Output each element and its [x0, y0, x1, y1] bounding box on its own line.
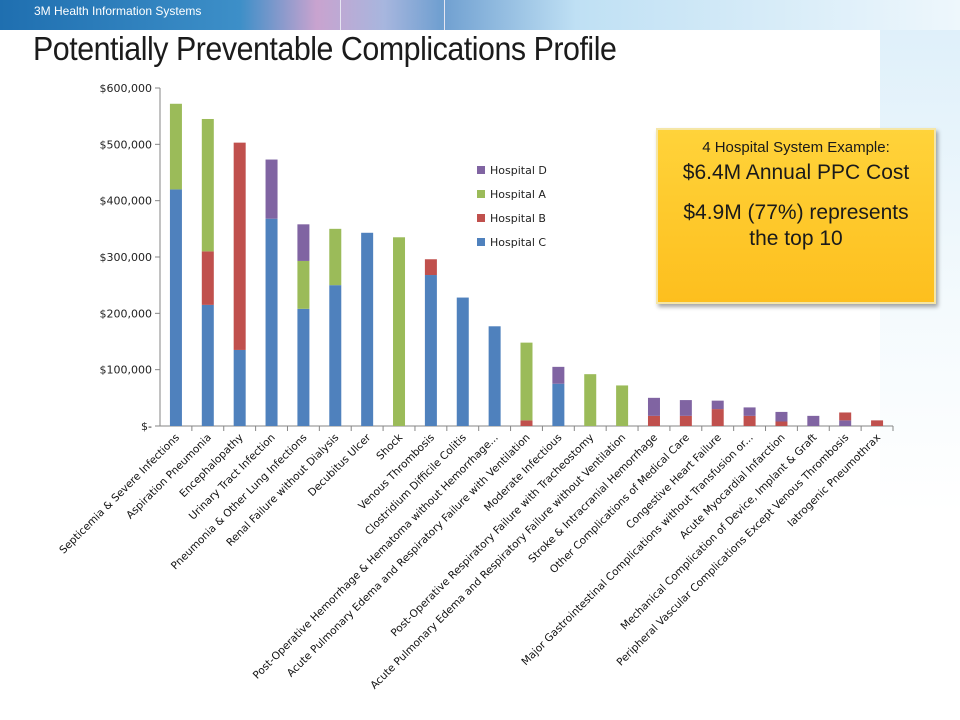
bar-segment: [871, 420, 884, 426]
bar-segment: [488, 326, 501, 426]
legend-label: Hospital A: [490, 188, 546, 201]
bar-segment: [679, 415, 692, 426]
bar-segment: [169, 103, 182, 190]
y-tick-label: $300,000: [100, 251, 153, 264]
legend-label: Hospital D: [490, 164, 547, 177]
bar-segment: [393, 237, 406, 426]
bar-segment: [552, 366, 565, 384]
page-title: Potentially Preventable Complications Pr…: [33, 30, 617, 67]
bar-segment: [775, 421, 788, 426]
y-axis-labels: $- $100,000 $200,000 $300,000 $400,000 $500,0…: [100, 82, 153, 433]
bar-segment: [169, 189, 182, 426]
bar-segment: [616, 385, 629, 426]
callout-total-cost: $6.4M Annual PPC Cost: [682, 161, 910, 184]
x-tick-label: Septicemia & Severe Infections: [57, 432, 182, 557]
legend-label: Hospital C: [490, 236, 546, 249]
legend-label: Hospital B: [490, 212, 546, 225]
bar-segment: [807, 415, 820, 426]
top-banner: 3M Health Information Systems: [0, 0, 960, 30]
bar-segment: [456, 297, 469, 426]
banner-divider: [340, 0, 341, 30]
y-tick-label: $400,000: [100, 195, 153, 208]
bar-segment: [297, 260, 310, 309]
bar-segment: [265, 159, 278, 219]
bar-segment: [520, 420, 533, 426]
chart-bars: [169, 103, 884, 426]
bar-segment: [552, 383, 565, 426]
bar-segment: [329, 285, 342, 426]
bar-segment: [265, 218, 278, 426]
summary-callout: 4 Hospital System Example: $6.4M Annual …: [656, 128, 936, 304]
bar-segment: [329, 228, 342, 286]
bar-segment: [679, 400, 692, 416]
bar-segment: [775, 411, 788, 422]
legend-swatch: [477, 190, 485, 198]
bar-segment: [647, 415, 660, 426]
bar-segment: [711, 409, 724, 426]
y-tick-label: $200,000: [100, 307, 153, 320]
bar-segment: [520, 342, 533, 421]
callout-top10-share: $4.9M (77%) represents the top 10: [683, 201, 909, 250]
y-tick-label: $-: [141, 420, 152, 433]
bar-segment: [743, 415, 756, 426]
bar-segment: [201, 118, 214, 252]
banner-divider: [444, 0, 445, 30]
bar-segment: [297, 224, 310, 261]
bar-segment: [361, 232, 374, 426]
bar-segment: [424, 259, 437, 276]
legend-swatch: [477, 214, 485, 222]
x-axis-labels: Septicemia & Severe InfectionsAspiration…: [57, 431, 883, 692]
y-tick-label: $100,000: [100, 364, 153, 377]
legend-swatch: [477, 238, 485, 246]
chart-legend: Hospital D Hospital A Hospital B Hospital C: [477, 164, 547, 249]
bar-segment: [233, 142, 246, 350]
bar-segment: [743, 407, 756, 416]
y-tick-label: $500,000: [100, 138, 153, 151]
bar-segment: [839, 412, 852, 421]
bar-segment: [201, 251, 214, 305]
legend-swatch: [477, 166, 485, 174]
bar-segment: [584, 374, 597, 426]
bar-segment: [839, 420, 852, 426]
bar-segment: [424, 275, 437, 426]
y-tick-label: $600,000: [100, 82, 153, 95]
bar-segment: [711, 400, 724, 410]
bar-segment: [647, 397, 660, 416]
bar-segment: [233, 349, 246, 426]
callout-heading: 4 Hospital System Example:: [702, 139, 890, 156]
bar-segment: [201, 304, 214, 426]
company-name: 3M Health Information Systems: [34, 4, 202, 18]
bar-segment: [297, 308, 310, 426]
